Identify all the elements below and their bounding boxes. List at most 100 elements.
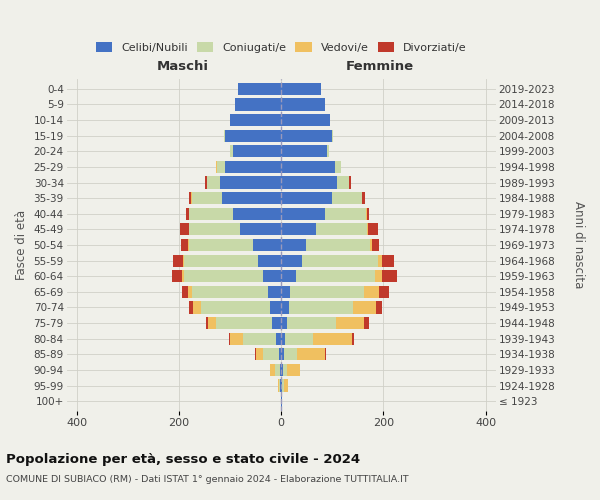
Bar	[284, 380, 288, 392]
Bar	[258, 254, 281, 266]
Bar	[225, 130, 281, 142]
Bar	[182, 286, 188, 298]
Bar	[327, 145, 329, 158]
Bar	[352, 332, 354, 345]
Bar	[281, 192, 332, 204]
Bar	[230, 145, 233, 158]
Bar	[281, 254, 302, 266]
Bar	[281, 348, 284, 360]
Bar	[281, 130, 332, 142]
Bar	[281, 98, 325, 110]
Bar	[336, 317, 364, 329]
Bar	[370, 239, 372, 251]
Bar	[349, 176, 350, 188]
Bar	[289, 302, 353, 314]
Bar	[296, 348, 325, 360]
Bar	[217, 161, 225, 173]
Bar	[225, 161, 281, 173]
Y-axis label: Anni di nascita: Anni di nascita	[572, 202, 585, 288]
Bar	[241, 224, 281, 235]
Bar	[364, 286, 379, 298]
Bar	[172, 270, 182, 282]
Bar	[205, 176, 206, 188]
Bar	[208, 317, 216, 329]
Bar	[335, 161, 341, 173]
Bar	[378, 254, 382, 266]
Bar	[281, 332, 285, 345]
Bar	[192, 192, 223, 204]
Bar	[365, 208, 367, 220]
Bar	[372, 239, 379, 251]
Bar	[224, 130, 225, 142]
Bar	[181, 239, 188, 251]
Bar	[283, 364, 287, 376]
Bar	[302, 254, 378, 266]
Bar	[188, 239, 189, 251]
Bar	[281, 270, 296, 282]
Bar	[368, 224, 378, 235]
Text: Maschi: Maschi	[157, 60, 208, 73]
Bar	[270, 302, 281, 314]
Bar	[268, 286, 281, 298]
Bar	[281, 317, 287, 329]
Bar	[364, 317, 369, 329]
Bar	[296, 270, 375, 282]
Bar	[281, 302, 289, 314]
Bar	[186, 208, 189, 220]
Bar	[189, 192, 191, 204]
Y-axis label: Fasce di età: Fasce di età	[15, 210, 28, 280]
Bar	[182, 254, 184, 266]
Bar	[201, 302, 270, 314]
Bar	[216, 317, 272, 329]
Bar	[281, 161, 335, 173]
Bar	[280, 364, 281, 376]
Text: Femmine: Femmine	[346, 60, 414, 73]
Bar	[233, 208, 281, 220]
Bar	[382, 270, 397, 282]
Bar	[189, 224, 241, 235]
Bar	[281, 224, 316, 235]
Bar	[287, 364, 299, 376]
Bar	[189, 239, 253, 251]
Bar	[188, 286, 192, 298]
Bar	[207, 176, 220, 188]
Bar	[235, 98, 281, 110]
Bar	[325, 348, 326, 360]
Bar	[281, 145, 327, 158]
Bar	[230, 114, 281, 126]
Bar	[337, 176, 349, 188]
Bar	[184, 270, 263, 282]
Bar	[281, 364, 283, 376]
Bar	[281, 83, 321, 95]
Bar	[280, 380, 281, 392]
Bar	[179, 224, 189, 235]
Bar	[256, 348, 263, 360]
Bar	[206, 317, 208, 329]
Bar	[313, 332, 352, 345]
Bar	[281, 286, 290, 298]
Bar	[278, 380, 280, 392]
Bar	[182, 270, 184, 282]
Bar	[275, 364, 280, 376]
Bar	[272, 317, 281, 329]
Bar	[263, 270, 281, 282]
Bar	[233, 145, 281, 158]
Bar	[253, 239, 281, 251]
Bar	[332, 130, 334, 142]
Bar	[290, 286, 364, 298]
Bar	[263, 348, 278, 360]
Text: Popolazione per età, sesso e stato civile - 2024: Popolazione per età, sesso e stato civil…	[6, 452, 360, 466]
Bar	[184, 254, 258, 266]
Bar	[362, 192, 365, 204]
Bar	[306, 239, 370, 251]
Bar	[379, 286, 389, 298]
Bar	[189, 302, 193, 314]
Bar	[271, 364, 275, 376]
Bar	[284, 348, 296, 360]
Bar	[192, 286, 268, 298]
Bar	[382, 254, 394, 266]
Bar	[230, 332, 243, 345]
Bar	[332, 192, 362, 204]
Bar	[281, 208, 325, 220]
Bar	[285, 332, 313, 345]
